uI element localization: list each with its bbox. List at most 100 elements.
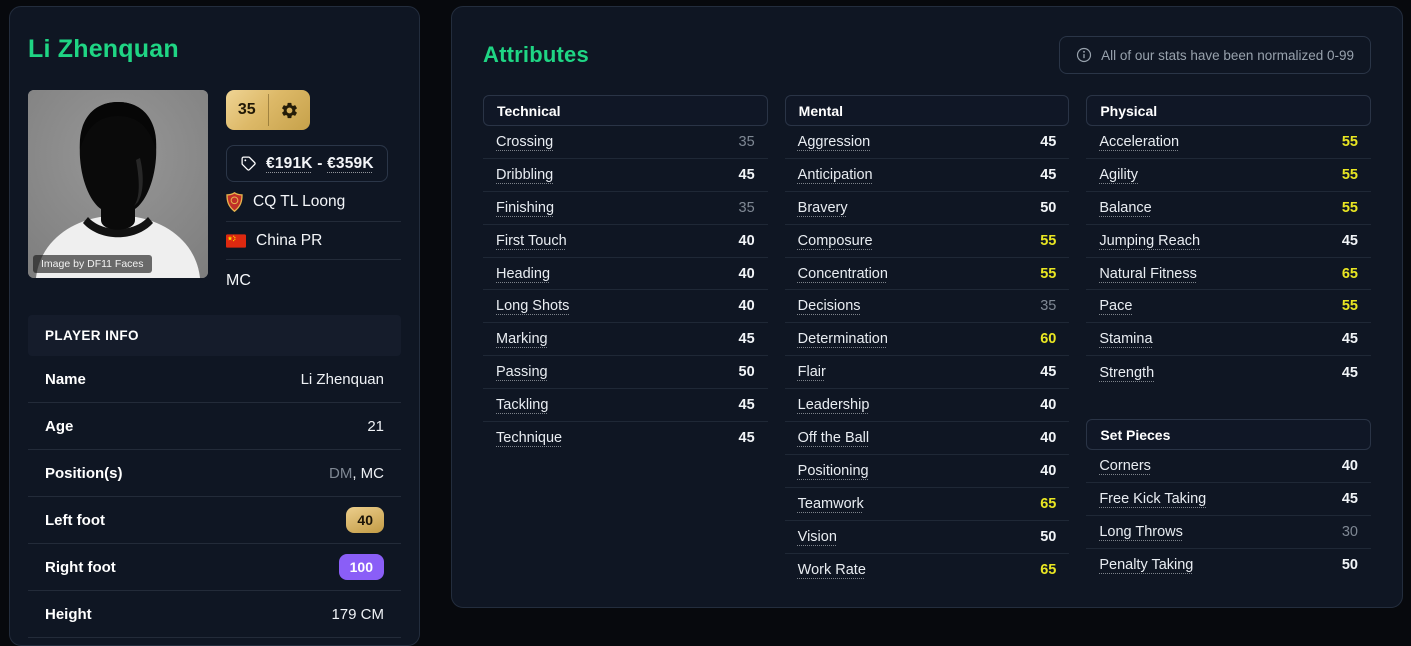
nation-row[interactable]: China PR (226, 222, 401, 260)
group-header-set_pieces: Set Pieces (1086, 419, 1371, 451)
position-token: DM (329, 464, 353, 482)
attributes-grid: Technical Crossing 35 Dribbling 45 Finishing 3… (483, 95, 1371, 586)
player-photo: Image by DF11 Faces (28, 90, 208, 278)
attribute-label[interactable]: Positioning (797, 462, 869, 479)
attribute-row: Strength 45 (1086, 356, 1371, 389)
attribute-label[interactable]: Composure (797, 232, 873, 249)
attributes-column-technical: Technical Crossing 35 Dribbling 45 Finishing 3… (483, 95, 768, 455)
player-info-label: Name (45, 370, 86, 388)
china-flag-icon (226, 234, 246, 248)
attribute-label[interactable]: Acceleration (1099, 133, 1180, 150)
attribute-label[interactable]: Dribbling (496, 166, 554, 183)
attribute-label[interactable]: Long Shots (496, 298, 570, 315)
attribute-label[interactable]: Vision (797, 528, 837, 545)
attribute-label[interactable]: Natural Fitness (1099, 265, 1197, 282)
player-info-label: Right foot (45, 558, 116, 576)
attribute-label[interactable]: Work Rate (797, 562, 866, 579)
player-info-label: Age (45, 417, 74, 435)
attribute-row: Long Shots 40 (483, 290, 768, 324)
value-low: €191K (266, 154, 313, 172)
attribute-label[interactable]: Decisions (797, 298, 861, 315)
player-info-label: Left foot (45, 511, 105, 529)
attribute-value: 60 (1040, 331, 1057, 348)
player-silhouette-image (28, 90, 208, 278)
normalized-stats-note: All of our stats have been normalized 0-… (1059, 36, 1371, 74)
attribute-label[interactable]: First Touch (496, 232, 567, 249)
foot-rating-badge: 100 (338, 554, 384, 580)
positions-separator: , (352, 464, 361, 482)
attribute-row: Acceleration 55 (1086, 126, 1371, 159)
attribute-label[interactable]: Jumping Reach (1099, 232, 1201, 249)
attribute-label[interactable]: Free Kick Taking (1099, 490, 1207, 507)
rating-settings-button[interactable] (269, 90, 311, 130)
attribute-value: 40 (1040, 397, 1057, 414)
attribute-label[interactable]: Pace (1099, 298, 1133, 315)
attribute-value: 45 (738, 331, 755, 348)
attribute-label[interactable]: Determination (797, 331, 888, 348)
attribute-label[interactable]: Tackling (496, 397, 549, 414)
attributes-title: Attributes (483, 42, 589, 67)
attribute-value: 40 (1040, 429, 1057, 446)
player-info-value: Li Zhenquan (300, 370, 384, 388)
attribute-row: Positioning 40 (784, 455, 1070, 488)
attribute-row: Passing 50 (483, 356, 768, 390)
club-row[interactable]: CQ TL Loong (226, 182, 401, 222)
attribute-label[interactable]: Concentration (797, 265, 888, 282)
attribute-value: 35 (738, 199, 755, 216)
attribute-label[interactable]: Passing (496, 364, 548, 381)
attribute-label[interactable]: Corners (1099, 458, 1151, 475)
attribute-label[interactable]: Strength (1099, 364, 1155, 381)
transfer-value-range: €191K - €359K (266, 155, 374, 173)
attribute-row: Long Throws 30 (1086, 516, 1371, 549)
attribute-value: 45 (1341, 232, 1358, 249)
attribute-value: 55 (1341, 199, 1358, 216)
attribute-row: Finishing 35 (483, 192, 768, 225)
price-tag-icon (241, 156, 256, 171)
transfer-value-chip[interactable]: €191K - €359K (226, 145, 388, 182)
attribute-value: 45 (1040, 133, 1057, 150)
attribute-row: Marking 45 (483, 323, 768, 357)
attribute-label[interactable]: Technique (496, 430, 563, 447)
attribute-value: 45 (1040, 364, 1057, 381)
attribute-label[interactable]: Penalty Taking (1099, 557, 1194, 574)
attribute-row: Penalty Taking 50 (1086, 549, 1371, 582)
group-title: Mental (798, 102, 843, 119)
attribute-value: 65 (1040, 562, 1057, 579)
position-short: MC (226, 272, 251, 289)
attribute-row: Corners 40 (1086, 450, 1371, 484)
attribute-label[interactable]: Bravery (797, 199, 848, 216)
attribute-row: Technique 45 (483, 422, 768, 455)
attribute-label[interactable]: Marking (496, 331, 548, 348)
rating-divider (267, 94, 269, 126)
attribute-label[interactable]: Long Throws (1099, 523, 1183, 540)
foot-rating-badge: 40 (346, 507, 384, 533)
attribute-label[interactable]: Finishing (496, 199, 555, 216)
attribute-value: 50 (1341, 557, 1358, 574)
attribute-label[interactable]: Leadership (797, 397, 870, 414)
attribute-label[interactable]: Flair (797, 364, 826, 381)
club-crest-icon (226, 192, 243, 212)
value-high: €359K (327, 154, 374, 172)
attribute-label[interactable]: Heading (496, 265, 551, 282)
attribute-label[interactable]: Crossing (496, 133, 554, 150)
attribute-value: 30 (1341, 523, 1358, 540)
attribute-row: Jumping Reach 45 (1086, 225, 1371, 258)
attributes-group-mental: Mental Aggression 45 Anticipation 45 Bravery 5… (784, 95, 1070, 586)
attribute-value: 35 (738, 133, 755, 150)
attribute-row: Balance 55 (1086, 192, 1371, 225)
attribute-value: 50 (1040, 199, 1057, 216)
attribute-value: 50 (1040, 528, 1057, 545)
player-info-label: Position(s) (45, 464, 123, 482)
attribute-value: 40 (738, 265, 755, 282)
photo-credit-caption: Image by DF11 Faces (33, 255, 152, 273)
attribute-value: 55 (1040, 265, 1057, 282)
player-info-header: PLAYER INFO (28, 315, 401, 356)
attribute-label[interactable]: Balance (1099, 199, 1152, 216)
attribute-label[interactable]: Off the Ball (797, 429, 870, 446)
attribute-label[interactable]: Anticipation (797, 166, 873, 183)
attribute-label[interactable]: Teamwork (797, 495, 864, 512)
attribute-label[interactable]: Stamina (1099, 331, 1153, 348)
attribute-label[interactable]: Aggression (797, 133, 871, 150)
attribute-value: 45 (738, 397, 755, 414)
attribute-label[interactable]: Agility (1099, 166, 1139, 183)
